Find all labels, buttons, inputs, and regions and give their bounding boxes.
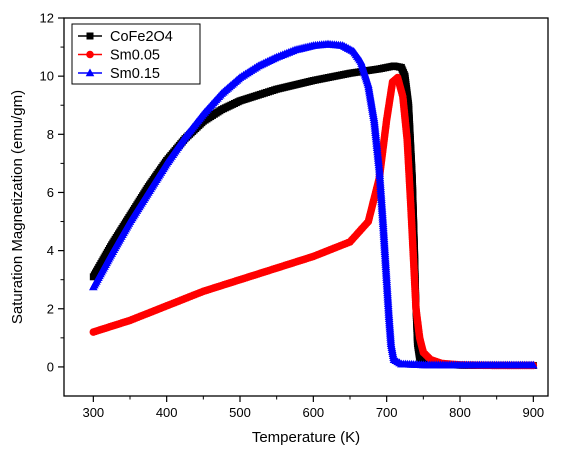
- series-CoFe2O4: [89, 62, 537, 369]
- y-tick-label: 0: [47, 359, 54, 374]
- y-axis-title: Saturation Magnetization (emu/gm): [9, 90, 26, 324]
- y-tick-label: 4: [47, 243, 54, 258]
- legend-marker: [86, 32, 94, 40]
- y-tick-label: 12: [40, 11, 54, 26]
- y-tick-label: 8: [47, 127, 54, 142]
- x-tick-label: 300: [82, 405, 104, 420]
- legend-label: CoFe2O4: [110, 29, 173, 45]
- legend-label: Sm0.15: [110, 66, 160, 82]
- legend-item: CoFe2O4: [78, 29, 173, 45]
- legend: CoFe2O4 Sm0.05 Sm0.15: [71, 23, 201, 85]
- legend-label: Sm0.05: [110, 48, 160, 64]
- series-Sm0.05: [89, 73, 538, 370]
- plot-area: [89, 39, 538, 370]
- legend-item: Sm0.05: [78, 48, 160, 64]
- series-Sm0.15: [89, 39, 538, 369]
- x-tick-label: 500: [229, 405, 251, 420]
- x-axis-title: Temperature (K): [252, 429, 360, 446]
- legend-item: Sm0.15: [78, 66, 160, 82]
- axes: 300 400 500 600 700 800 900 0 2 4 6 8 10 12 Temperatur…: [9, 11, 549, 446]
- x-tick-label: 700: [376, 405, 398, 420]
- y-tick-label: 6: [47, 185, 54, 200]
- x-tick-label: 800: [449, 405, 471, 420]
- legend-marker: [86, 50, 94, 59]
- y-tick-label: 2: [47, 301, 54, 316]
- x-tick-label: 400: [156, 405, 178, 420]
- data-point: [529, 360, 538, 369]
- x-tick-label: 600: [302, 405, 324, 420]
- legend-marker: [85, 68, 95, 77]
- y-tick-label: 10: [40, 69, 54, 84]
- x-tick-label: 900: [522, 405, 544, 420]
- axes-frame: [63, 17, 549, 397]
